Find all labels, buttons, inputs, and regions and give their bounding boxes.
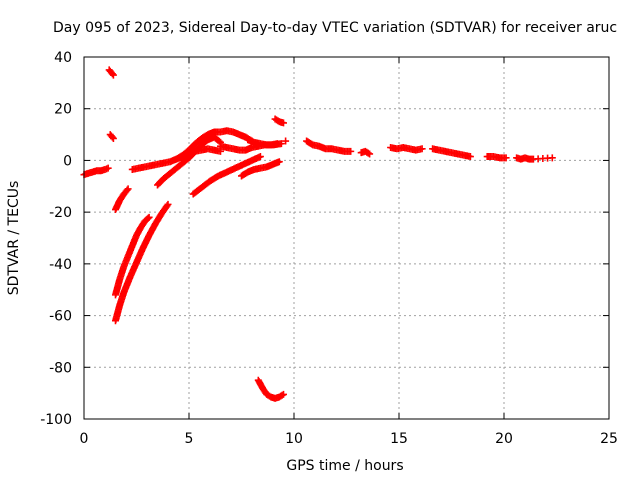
- series-arc-06: [112, 185, 132, 214]
- series-arc-02: [105, 66, 117, 79]
- series-arc-21: [483, 153, 510, 162]
- y-tick-label: -100: [40, 412, 72, 428]
- data-point: [278, 391, 286, 399]
- series-arc-15: [282, 137, 290, 145]
- series-arc-16: [254, 376, 287, 402]
- x-tick-label: 25: [600, 431, 618, 447]
- x-tick-label: 0: [80, 431, 89, 447]
- data-point: [164, 200, 172, 208]
- data-point: [466, 153, 474, 161]
- data-point: [277, 140, 285, 148]
- series-arc-05: [112, 200, 172, 325]
- data-point: [282, 137, 290, 145]
- plot-frame: [83, 56, 610, 420]
- y-tick-label: 20: [54, 102, 72, 118]
- data-point: [502, 154, 510, 162]
- series-arc-10: [189, 153, 264, 198]
- axis-ticks: 0 5 10 15 20 25 -100 -80 -60 -40 -20 0 20 40: [40, 50, 618, 447]
- series-arc-13: [244, 136, 285, 149]
- series-arc-09: [172, 145, 224, 163]
- chart-title: Day 095 of 2023, Sidereal Day-to-day VTE…: [53, 20, 617, 36]
- x-tick-label: 20: [495, 431, 513, 447]
- series-arc-14: [271, 115, 287, 127]
- data-point: [366, 150, 374, 158]
- data-point: [418, 145, 426, 153]
- x-axis-label: GPS time / hours: [286, 458, 403, 474]
- x-tick-label: 5: [185, 431, 194, 447]
- series-arc-04: [112, 213, 153, 299]
- x-tick-label: 10: [285, 431, 303, 447]
- data-point: [364, 149, 372, 157]
- grid: [84, 57, 609, 419]
- data-point: [108, 70, 116, 78]
- data-point: [256, 153, 264, 161]
- data-point: [145, 213, 153, 221]
- data-point: [163, 202, 171, 210]
- series-arc-03: [106, 131, 117, 142]
- data-point: [124, 185, 132, 193]
- data-point: [109, 134, 117, 142]
- data-point: [548, 154, 556, 162]
- data-point: [104, 164, 112, 172]
- y-tick-label: -80: [49, 360, 72, 376]
- y-tick-label: 0: [63, 153, 72, 169]
- data-point: [108, 133, 116, 141]
- y-tick-label: -20: [49, 205, 72, 221]
- data-point: [280, 119, 287, 127]
- series-arc-19: [387, 144, 426, 154]
- data-point: [275, 158, 283, 166]
- y-axis-label: SDTVAR / TECUs: [6, 181, 22, 296]
- series-arc-22: [513, 154, 556, 163]
- series-arc-18: [357, 147, 374, 158]
- data-point: [215, 137, 223, 145]
- series-arc-20: [429, 145, 474, 161]
- y-tick-label: -40: [49, 257, 72, 273]
- y-tick-label: 40: [54, 50, 72, 66]
- data-point: [347, 147, 355, 155]
- data-point: [109, 71, 117, 79]
- data-point: [280, 390, 287, 398]
- data-point: [144, 214, 152, 222]
- series-arc-12: [238, 158, 283, 180]
- y-tick-label: -60: [49, 309, 72, 325]
- series-arc-17: [303, 137, 355, 155]
- series-arc-01: [80, 164, 112, 179]
- data-series: [80, 66, 556, 402]
- x-tick-label: 15: [390, 431, 408, 447]
- data-point: [123, 186, 131, 194]
